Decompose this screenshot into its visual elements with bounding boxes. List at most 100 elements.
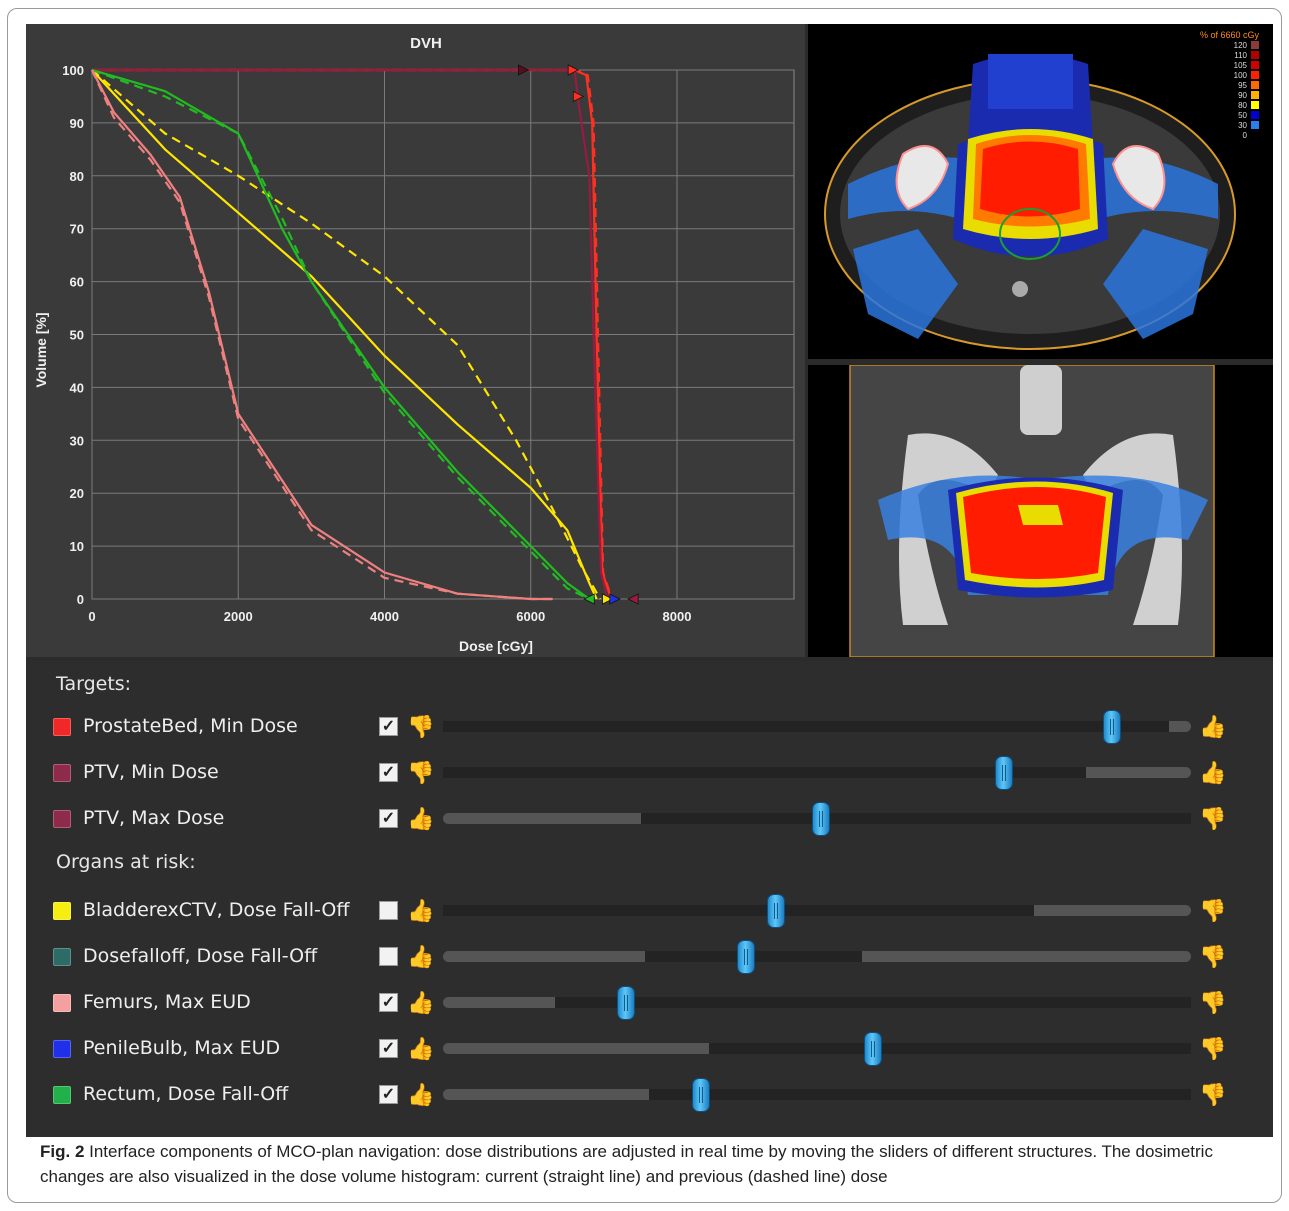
colorbar-level: 120	[1199, 40, 1259, 50]
objective-checkbox[interactable]: ✓	[379, 763, 398, 782]
colorbar-level-swatch	[1251, 131, 1259, 139]
thumb-up-icon[interactable]: 👍	[407, 990, 435, 1015]
colorbar-level: 100	[1199, 70, 1259, 80]
thumb-down-icon[interactable]: 👎	[1199, 1036, 1227, 1061]
objective-slider-track[interactable]	[443, 711, 1191, 743]
slider-handle[interactable]	[812, 803, 829, 835]
dose-colorbar: % of 6660 cGy 120 110 105 100 95 90 80 50 30 0	[1199, 30, 1259, 140]
thumb-down-icon[interactable]: 👎	[1199, 806, 1227, 831]
colorbar-level-swatch	[1251, 101, 1259, 109]
slider-handle[interactable]	[737, 941, 754, 973]
thumb-down-icon[interactable]: 👎	[1199, 944, 1227, 969]
dvh-xlabel: Dose [cGy]	[459, 638, 533, 654]
colorbar-level-label: 0	[1242, 130, 1247, 140]
organs-heading: Organs at risk:	[56, 851, 196, 873]
thumb-down-icon[interactable]: 👎	[1199, 898, 1227, 923]
colorbar-level-swatch	[1251, 91, 1259, 99]
dvh-y-tick-label: 80	[70, 169, 84, 184]
colorbar-level-label: 30	[1238, 120, 1247, 130]
colorbar-level: 30	[1199, 120, 1259, 130]
objective-slider-track[interactable]	[443, 803, 1191, 835]
colorbar-level-swatch	[1251, 61, 1259, 69]
dvh-series-6-previous	[91, 68, 590, 600]
thumb-up-icon[interactable]: 👍	[407, 1082, 435, 1107]
slider-handle[interactable]	[865, 1033, 882, 1065]
thumb-down-icon[interactable]: 👎	[1199, 990, 1227, 1015]
structure-color-swatch	[53, 994, 71, 1012]
objective-checkbox[interactable]: ✓	[379, 809, 398, 828]
caption-text: Interface components of MCO-plan navigat…	[40, 1142, 1213, 1186]
objective-slider-track[interactable]	[443, 941, 1191, 973]
marker-rectum[interactable]	[583, 593, 595, 605]
structure-color-swatch	[53, 810, 71, 828]
colorbar-level-label: 105	[1233, 60, 1247, 70]
thumb-down-icon[interactable]: 👎	[1199, 1082, 1227, 1107]
dvh-x-tick-label: 4000	[370, 609, 399, 624]
dvh-series-3-current	[91, 69, 598, 600]
thumb-up-icon[interactable]: 👍	[407, 898, 435, 923]
structure-label: Rectum, Dose Fall-Off	[83, 1083, 289, 1105]
structure-label: Femurs, Max EUD	[83, 991, 251, 1013]
colorbar-level: 90	[1199, 90, 1259, 100]
thumb-down-icon[interactable]: 👎	[407, 714, 435, 739]
thumb-down-icon[interactable]: 👎	[407, 760, 435, 785]
objective-checkbox[interactable]: ✓	[379, 993, 398, 1012]
dvh-chart: DVH Dose [cGy] Volume [%] 0 2000 4000 6000 8…	[33, 35, 795, 654]
marker-bladder[interactable]	[602, 593, 614, 605]
marker-ptv-max[interactable]	[518, 64, 530, 76]
axial-dose-view[interactable]: % of 6660 cGy 120 110 105 100 95 90 80 50 30 0	[808, 24, 1273, 359]
dvh-series-5-current	[91, 68, 590, 600]
slider-handle[interactable]	[1104, 711, 1121, 743]
structure-color-swatch	[53, 764, 71, 782]
colorbar-level: 95	[1199, 80, 1259, 90]
objective-slider-track[interactable]	[443, 1079, 1191, 1111]
dvh-y-tick-label: 10	[70, 539, 84, 554]
structure-color-swatch	[53, 948, 71, 966]
dvh-y-tick-label: 30	[70, 433, 84, 448]
colorbar-level: 0	[1199, 130, 1259, 140]
objective-checkbox[interactable]	[379, 901, 398, 920]
marker-prostatebed[interactable]	[567, 64, 580, 76]
colorbar-level-label: 120	[1233, 40, 1247, 50]
structure-color-swatch	[53, 902, 71, 920]
structure-color-swatch	[53, 718, 71, 736]
organ-row: Femurs, Max EUD ✓ 👍 👎	[26, 983, 1273, 1023]
objective-checkbox[interactable]: ✓	[379, 717, 398, 736]
thumb-up-icon[interactable]: 👍	[1199, 714, 1227, 739]
dvh-y-tick-label: 100	[62, 63, 84, 78]
objective-checkbox[interactable]	[379, 947, 398, 966]
colorbar-level-swatch	[1251, 51, 1259, 59]
objective-slider-track[interactable]	[443, 895, 1191, 927]
structure-label: BladderexCTV, Dose Fall-Off	[83, 899, 350, 921]
coronal-dose-view[interactable]	[808, 364, 1273, 658]
colorbar-level: 80	[1199, 100, 1259, 110]
colorbar-level-swatch	[1251, 111, 1259, 119]
objective-slider-track[interactable]	[443, 987, 1191, 1019]
slider-handle[interactable]	[618, 987, 635, 1019]
objective-checkbox[interactable]: ✓	[379, 1039, 398, 1058]
thumb-up-icon[interactable]: 👍	[1199, 760, 1227, 785]
marker-penilebulb[interactable]	[609, 593, 621, 605]
marker-ptv-min[interactable]	[572, 90, 585, 103]
objective-slider-track[interactable]	[443, 1033, 1191, 1065]
colorbar-level: 50	[1199, 110, 1259, 120]
objective-slider-track[interactable]	[443, 757, 1191, 789]
thumb-up-icon[interactable]: 👍	[407, 806, 435, 831]
slider-handle[interactable]	[767, 895, 784, 927]
colorbar-level-swatch	[1251, 71, 1259, 79]
figure-caption: Fig. 2 Interface components of MCO-plan …	[40, 1139, 1265, 1189]
marker-ptv[interactable]	[627, 593, 639, 605]
structure-label: PTV, Min Dose	[83, 761, 219, 783]
dvh-constraint-markers	[518, 64, 639, 605]
slider-handle[interactable]	[996, 757, 1012, 789]
organ-row: Rectum, Dose Fall-Off ✓ 👍 👎	[26, 1075, 1273, 1115]
dvh-title: DVH	[410, 35, 442, 52]
objective-checkbox[interactable]: ✓	[379, 1085, 398, 1104]
dvh-y-tick-label: 90	[70, 116, 84, 131]
dvh-y-tick-label: 50	[70, 328, 84, 343]
colorbar-level-label: 95	[1238, 80, 1247, 90]
organ-row: BladderexCTV, Dose Fall-Off 👍 👎	[26, 891, 1273, 931]
thumb-up-icon[interactable]: 👍	[407, 1036, 435, 1061]
slider-handle[interactable]	[693, 1079, 710, 1111]
thumb-up-icon[interactable]: 👍	[407, 944, 435, 969]
